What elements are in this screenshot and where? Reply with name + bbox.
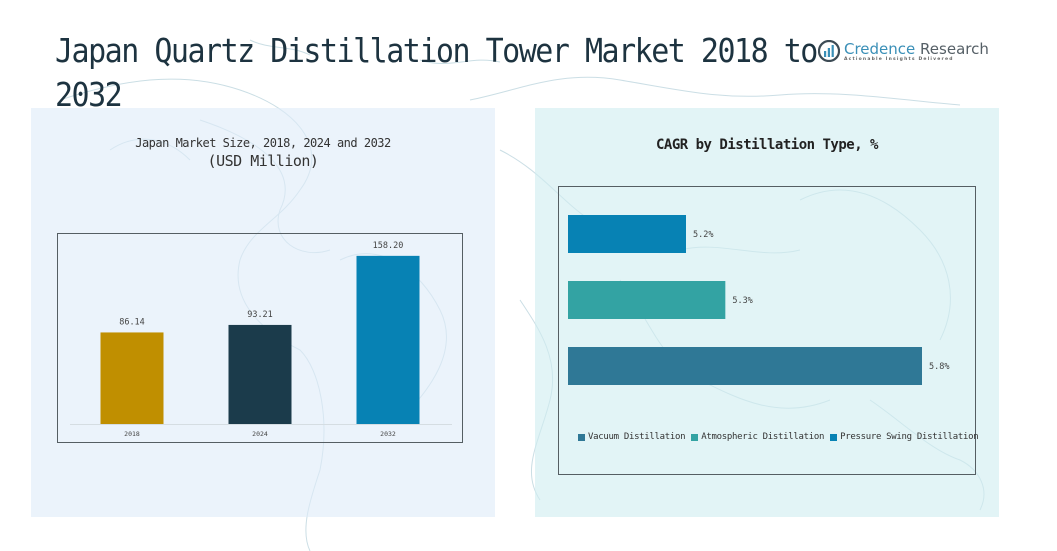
logo-tagline: Actionable Insights Delivered: [844, 56, 954, 62]
market-size-plot-frame: [57, 233, 463, 443]
cagr-plot-frame: [558, 186, 976, 475]
credence-logo-icon: [818, 40, 840, 62]
legend-item-pressure-swing-distillation: Pressure Swing Distillation: [830, 432, 979, 442]
cagr-legend: Vacuum Distillation Atmospheric Distillat…: [578, 432, 979, 442]
bar-vacuum-distillation: [568, 347, 922, 385]
legend-label-vacuum-distillation: Vacuum Distillation: [588, 432, 686, 442]
bar-2032: [356, 255, 420, 424]
bar-pressure-swing-distillation: [568, 215, 686, 253]
x-tick-2018: 2018: [124, 430, 140, 438]
bar-2018: [100, 332, 164, 424]
bar-atmospheric-distillation: [568, 281, 726, 319]
value-label-vacuum-distillation: 5.8%: [929, 362, 949, 372]
legend-swatch-pressure-swing-distillation: [830, 433, 838, 441]
legend-label-atmospheric-distillation: Atmospheric Distillation: [701, 432, 825, 442]
page-title: Japan Quartz Distillation Tower Market 2…: [55, 32, 818, 115]
logo-name: Credence Research: [844, 39, 989, 58]
value-label-2018: 86.14: [119, 317, 145, 327]
legend-label-pressure-swing-distillation: Pressure Swing Distillation: [840, 432, 979, 442]
legend-swatch-vacuum-distillation: [578, 433, 585, 441]
value-label-2024: 93.21: [247, 310, 273, 320]
x-tick-2024: 2024: [252, 430, 268, 438]
credence-research-logo: Credence Research Actionable Insights De…: [818, 40, 989, 62]
bar-2024: [228, 324, 292, 424]
legend-swatch-atmospheric-distillation: [691, 433, 699, 441]
cagr-chart-title: CAGR by Distillation Type, %: [655, 137, 879, 153]
market-size-chart-subtitle: (USD Million): [207, 152, 319, 170]
legend-item-vacuum-distillation: Vacuum Distillation: [578, 432, 686, 442]
market-size-chart-title: Japan Market Size, 2018, 2024 and 2032: [135, 136, 391, 150]
legend-item-atmospheric-distillation: Atmospheric Distillation: [691, 432, 824, 442]
x-tick-2032: 2032: [380, 430, 396, 438]
value-label-pressure-swing-distillation: 5.2%: [693, 230, 713, 240]
value-label-atmospheric-distillation: 5.3%: [732, 296, 752, 306]
value-label-2032: 158.20: [373, 241, 404, 251]
